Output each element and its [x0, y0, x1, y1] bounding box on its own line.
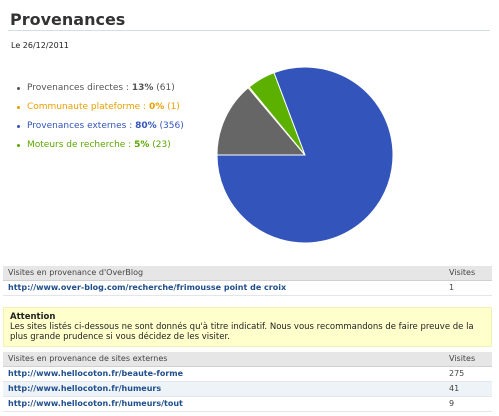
url-cell: http://www.over-blog.com/recherche/frimo…	[3, 280, 444, 296]
source-link[interactable]: http://www.hellocoton.fr/humeurs/tout	[8, 399, 183, 408]
legend-percent: 5%	[134, 140, 150, 150]
chart-legend: Provenances directes : 13% (61) Communau…	[17, 82, 184, 158]
page-title: Provenances	[10, 10, 126, 29]
source-link[interactable]: http://www.hellocoton.fr/beaute-forme	[8, 369, 184, 378]
table-header-row: Visites en provenance d'OverBlog Visites	[3, 266, 492, 281]
provenance-pie-chart	[216, 66, 394, 244]
legend-item-externes: Provenances externes : 80% (356)	[17, 120, 184, 139]
url-cell: http://www.hellocoton.fr/beaute-forme	[3, 366, 444, 382]
pie-slice-provenances-externes	[216, 66, 394, 244]
visits-cell: 1	[444, 280, 492, 296]
bullet-icon	[17, 144, 20, 147]
visits-cell: 275	[444, 366, 492, 382]
legend-percent: 0%	[148, 102, 165, 112]
legend-label: Moteurs de recherche :	[27, 140, 135, 150]
legend-percent: 13%	[131, 83, 154, 93]
legend-count: (23)	[152, 140, 171, 150]
legend-count: (1)	[167, 102, 180, 112]
legend-item-communaute: Communaute plateforme : 0% (1)	[17, 101, 184, 120]
column-header-source: Visites en provenance d'OverBlog	[3, 266, 444, 281]
legend-percent: 80%	[135, 121, 157, 131]
external-sites-table: Visites en provenance de sites externes …	[3, 352, 492, 412]
column-header-source: Visites en provenance de sites externes	[3, 352, 444, 367]
pie-slice-provenances-directes	[216, 87, 307, 156]
table-header-row: Visites en provenance de sites externes …	[3, 352, 492, 367]
visits-cell: 41	[444, 381, 492, 397]
legend-label: Provenances directes :	[27, 83, 132, 93]
url-cell: http://www.hellocoton.fr/humeurs/tout	[3, 396, 444, 412]
column-header-visits: Visites	[444, 352, 492, 367]
legend-item-moteurs: Moteurs de recherche : 5% (23)	[17, 139, 184, 158]
bullet-icon	[17, 87, 20, 90]
table-row: http://www.hellocoton.fr/humeurs 41	[3, 381, 492, 397]
legend-item-direct: Provenances directes : 13% (61)	[17, 82, 184, 101]
source-link[interactable]: http://www.over-blog.com/recherche/frimo…	[8, 283, 287, 292]
attention-notice: Attention Les sites listés ci-dessous ne…	[3, 307, 492, 347]
title-divider	[8, 30, 490, 31]
table-row: http://www.hellocoton.fr/beaute-forme 27…	[3, 366, 492, 382]
legend-count: (61)	[156, 83, 175, 93]
source-link[interactable]: http://www.hellocoton.fr/humeurs	[8, 384, 162, 393]
table-row: http://www.over-blog.com/recherche/frimo…	[3, 280, 492, 296]
url-cell: http://www.hellocoton.fr/humeurs	[3, 381, 444, 397]
legend-count: (356)	[159, 121, 184, 131]
legend-label: Communaute plateforme :	[27, 102, 149, 112]
bullet-icon	[17, 125, 20, 128]
visits-cell: 9	[444, 396, 492, 412]
bullet-icon	[17, 106, 20, 109]
column-header-visits: Visites	[444, 266, 492, 281]
attention-text: Les sites listés ci-dessous ne sont donn…	[10, 322, 474, 342]
overblog-table: Visites en provenance d'OverBlog Visites…	[3, 266, 492, 296]
attention-title: Attention	[10, 312, 56, 322]
legend-label: Provenances externes :	[27, 121, 136, 131]
table-row: http://www.hellocoton.fr/humeurs/tout 9	[3, 396, 492, 412]
report-date: Le 26/12/2011	[11, 41, 69, 50]
